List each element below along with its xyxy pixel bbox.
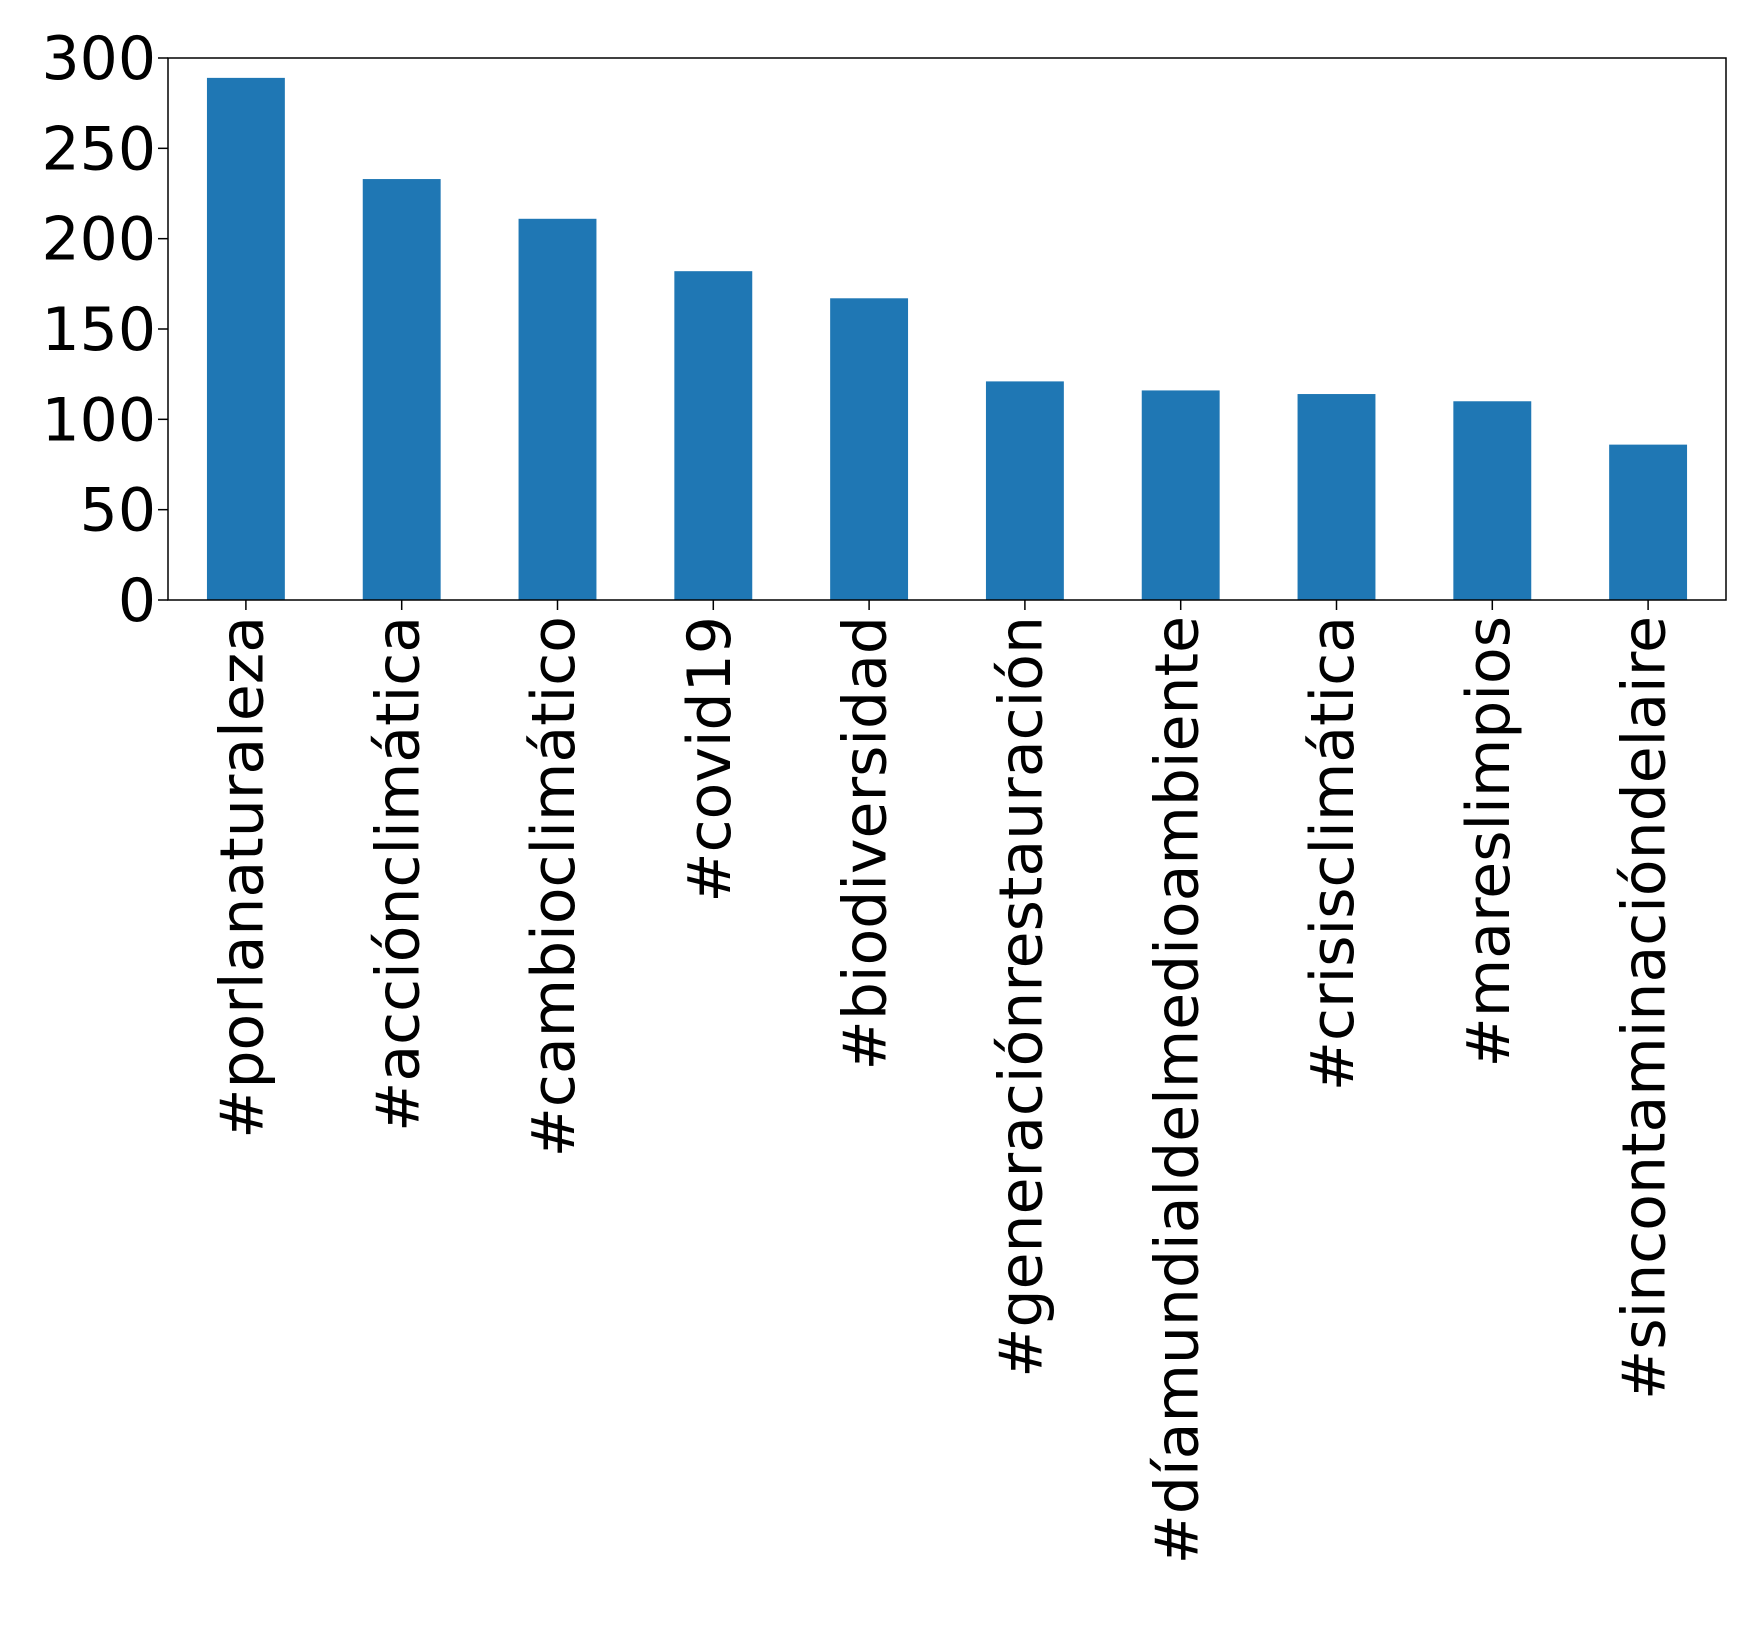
xtick-label-3: #covid19 xyxy=(675,616,745,903)
bar-7 xyxy=(1297,394,1376,600)
y-axis: 0 50 100 150 200 250 300 xyxy=(41,24,168,636)
xtick-label-5: #generaciónrestauración xyxy=(986,616,1056,1378)
x-axis: #porlanaturaleza #acciónclimática #cambioc… xyxy=(207,600,1680,1564)
xtick-label-9: #sincontaminacióndelaire xyxy=(1610,616,1680,1400)
xtick-label-7: #crisisclimática xyxy=(1298,616,1368,1091)
bars-group xyxy=(206,77,1688,600)
ytick-label-1: 50 xyxy=(80,476,156,546)
xtick-label-0: #porlanaturaleza xyxy=(207,616,277,1139)
bar-8 xyxy=(1453,401,1532,600)
bar-3 xyxy=(674,271,753,600)
ytick-label-0: 0 xyxy=(118,566,156,636)
ytick-label-5: 250 xyxy=(41,114,156,184)
ytick-label-3: 150 xyxy=(41,295,156,365)
ytick-label-6: 300 xyxy=(41,24,156,94)
xtick-label-4: #biodiversidad xyxy=(831,616,901,1070)
bar-1 xyxy=(362,179,441,600)
bar-5 xyxy=(985,381,1064,600)
xtick-label-6: #díamundialdelmedioambiente xyxy=(1142,616,1212,1564)
bar-6 xyxy=(1141,390,1220,600)
plot-frame xyxy=(167,57,1727,601)
xtick-label-8: #mareslimpios xyxy=(1454,616,1524,1068)
xtick-label-1: #acciónclimática xyxy=(363,616,433,1132)
ytick-label-4: 200 xyxy=(41,205,156,275)
bar-0 xyxy=(206,77,285,600)
xtick-label-2: #cambioclimático xyxy=(519,616,589,1157)
ytick-label-2: 100 xyxy=(41,385,156,455)
bar-4 xyxy=(830,298,909,600)
bar-9 xyxy=(1609,444,1688,600)
bar-2 xyxy=(518,218,597,600)
